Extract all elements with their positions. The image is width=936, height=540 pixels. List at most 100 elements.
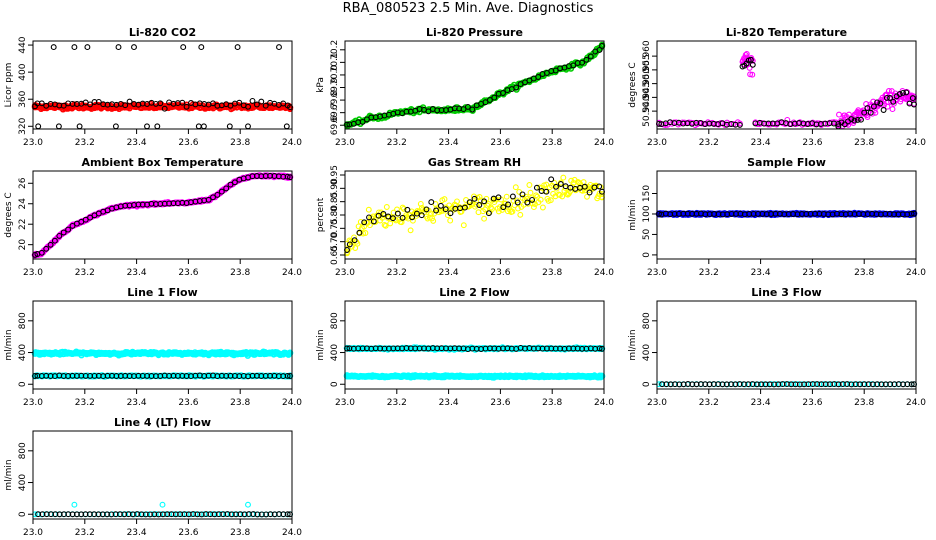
x-tick-label: 24.0 [906, 268, 926, 278]
y-axis: 320 360 400 440 [18, 36, 33, 135]
y-tick-label: 100 [642, 205, 652, 222]
y-tick-label: 150 [642, 185, 652, 202]
chart-title: Line 1 Flow [127, 286, 197, 299]
x-tick-label: 23.0 [23, 528, 43, 538]
point [527, 189, 534, 196]
x-tick-label: 23.6 [490, 268, 510, 278]
x-tick-label: 23.6 [490, 138, 510, 148]
point [896, 91, 903, 97]
x-tick-label: 23.4 [127, 268, 147, 278]
point [874, 99, 881, 106]
point [499, 206, 506, 213]
point [382, 222, 389, 229]
point [746, 64, 753, 71]
point [441, 196, 448, 203]
point [236, 99, 243, 106]
x-tick-label: 23.2 [75, 138, 95, 148]
y-tick-label: 69.6 [330, 115, 340, 135]
chart-title: Li-820 Temperature [726, 26, 847, 39]
y-axis: 0 400 800 [330, 312, 345, 387]
chart-title: Sample Flow [747, 156, 826, 169]
point [749, 61, 756, 68]
chart-title: Line 3 Flow [751, 286, 821, 299]
point [908, 381, 915, 388]
x-tick-label: 24.0 [282, 398, 302, 408]
x-axis: 23.0 23.2 23.4 23.6 23.8 24.0 [23, 519, 302, 538]
point [284, 173, 291, 180]
chart-gas-stream-rh: Gas Stream RH 23.0 23.2 23.4 23.6 23.8 24.0 0.6… [316, 156, 614, 278]
y-axis: 0 400 800 [642, 312, 657, 387]
point [400, 205, 407, 212]
y-tick-label: 70.1 [330, 52, 340, 72]
point [481, 198, 488, 205]
y-tick-label: 50 [642, 228, 652, 240]
x-tick-label: 23.2 [387, 398, 407, 408]
point [47, 241, 54, 248]
point [159, 501, 166, 508]
point [515, 205, 521, 212]
x-tick-label: 23.4 [751, 138, 771, 148]
point [428, 199, 435, 206]
series-line4-spikes [71, 501, 251, 508]
point [473, 201, 480, 208]
point [200, 123, 207, 130]
point [858, 116, 864, 123]
point [547, 197, 554, 204]
y-tick-label: 50.960 [642, 40, 652, 72]
point [351, 234, 357, 241]
x-tick-label: 23.2 [699, 138, 719, 148]
point [537, 196, 544, 203]
x-tick-label: 24.0 [282, 528, 302, 538]
point [903, 89, 910, 96]
point [76, 123, 83, 130]
point [346, 241, 353, 248]
point [583, 56, 590, 63]
series-co2-avg [32, 97, 293, 112]
plot-frame [344, 300, 605, 390]
y-tick-label: 24 [18, 198, 28, 210]
y-tick-label: 0.75 [330, 218, 340, 238]
x-tick-label: 23.0 [335, 268, 355, 278]
x-tick-label: 23.0 [23, 398, 43, 408]
point [553, 183, 559, 190]
x-tick-label: 23.6 [490, 398, 510, 408]
plot-frame [656, 170, 917, 260]
x-tick-label: 23.4 [751, 398, 771, 408]
point [35, 123, 42, 130]
y-tick-label: 440 [18, 36, 28, 53]
x-tick-label: 23.8 [854, 268, 874, 278]
y-axis-label: Licor ppm [4, 63, 14, 108]
point [405, 215, 412, 222]
point [262, 102, 269, 109]
point [519, 191, 526, 198]
point [447, 217, 454, 224]
x-tick-label: 23.0 [23, 268, 43, 278]
point [533, 192, 540, 199]
point [418, 212, 425, 219]
point [50, 44, 57, 51]
point [161, 105, 168, 112]
point [394, 206, 400, 213]
point [38, 249, 45, 256]
x-tick-label: 23.0 [335, 398, 355, 408]
chart-li820-temperature: Li-820 Temperature 23.0 23.2 23.4 23.6 23.8 24… [628, 26, 926, 148]
y-tick-label: 800 [18, 442, 28, 459]
point [885, 88, 892, 94]
series-temp-avg-4 [835, 89, 917, 130]
point [526, 182, 533, 188]
point [529, 196, 536, 203]
point [861, 109, 868, 116]
series-rh [344, 174, 605, 257]
point [567, 188, 574, 195]
chart-line2-flow: Line 2 Flow 23.0 23.2 23.4 23.6 23.8 24.0 0 400 8… [316, 286, 614, 408]
x-tick-label: 23.6 [178, 528, 198, 538]
point [464, 103, 471, 110]
point [524, 199, 531, 206]
point [381, 221, 388, 228]
point [359, 118, 366, 125]
series-co2-high [50, 44, 282, 51]
point [357, 218, 364, 225]
point [535, 74, 542, 80]
point [245, 103, 252, 110]
y-tick-label: 70.2 [330, 40, 340, 60]
